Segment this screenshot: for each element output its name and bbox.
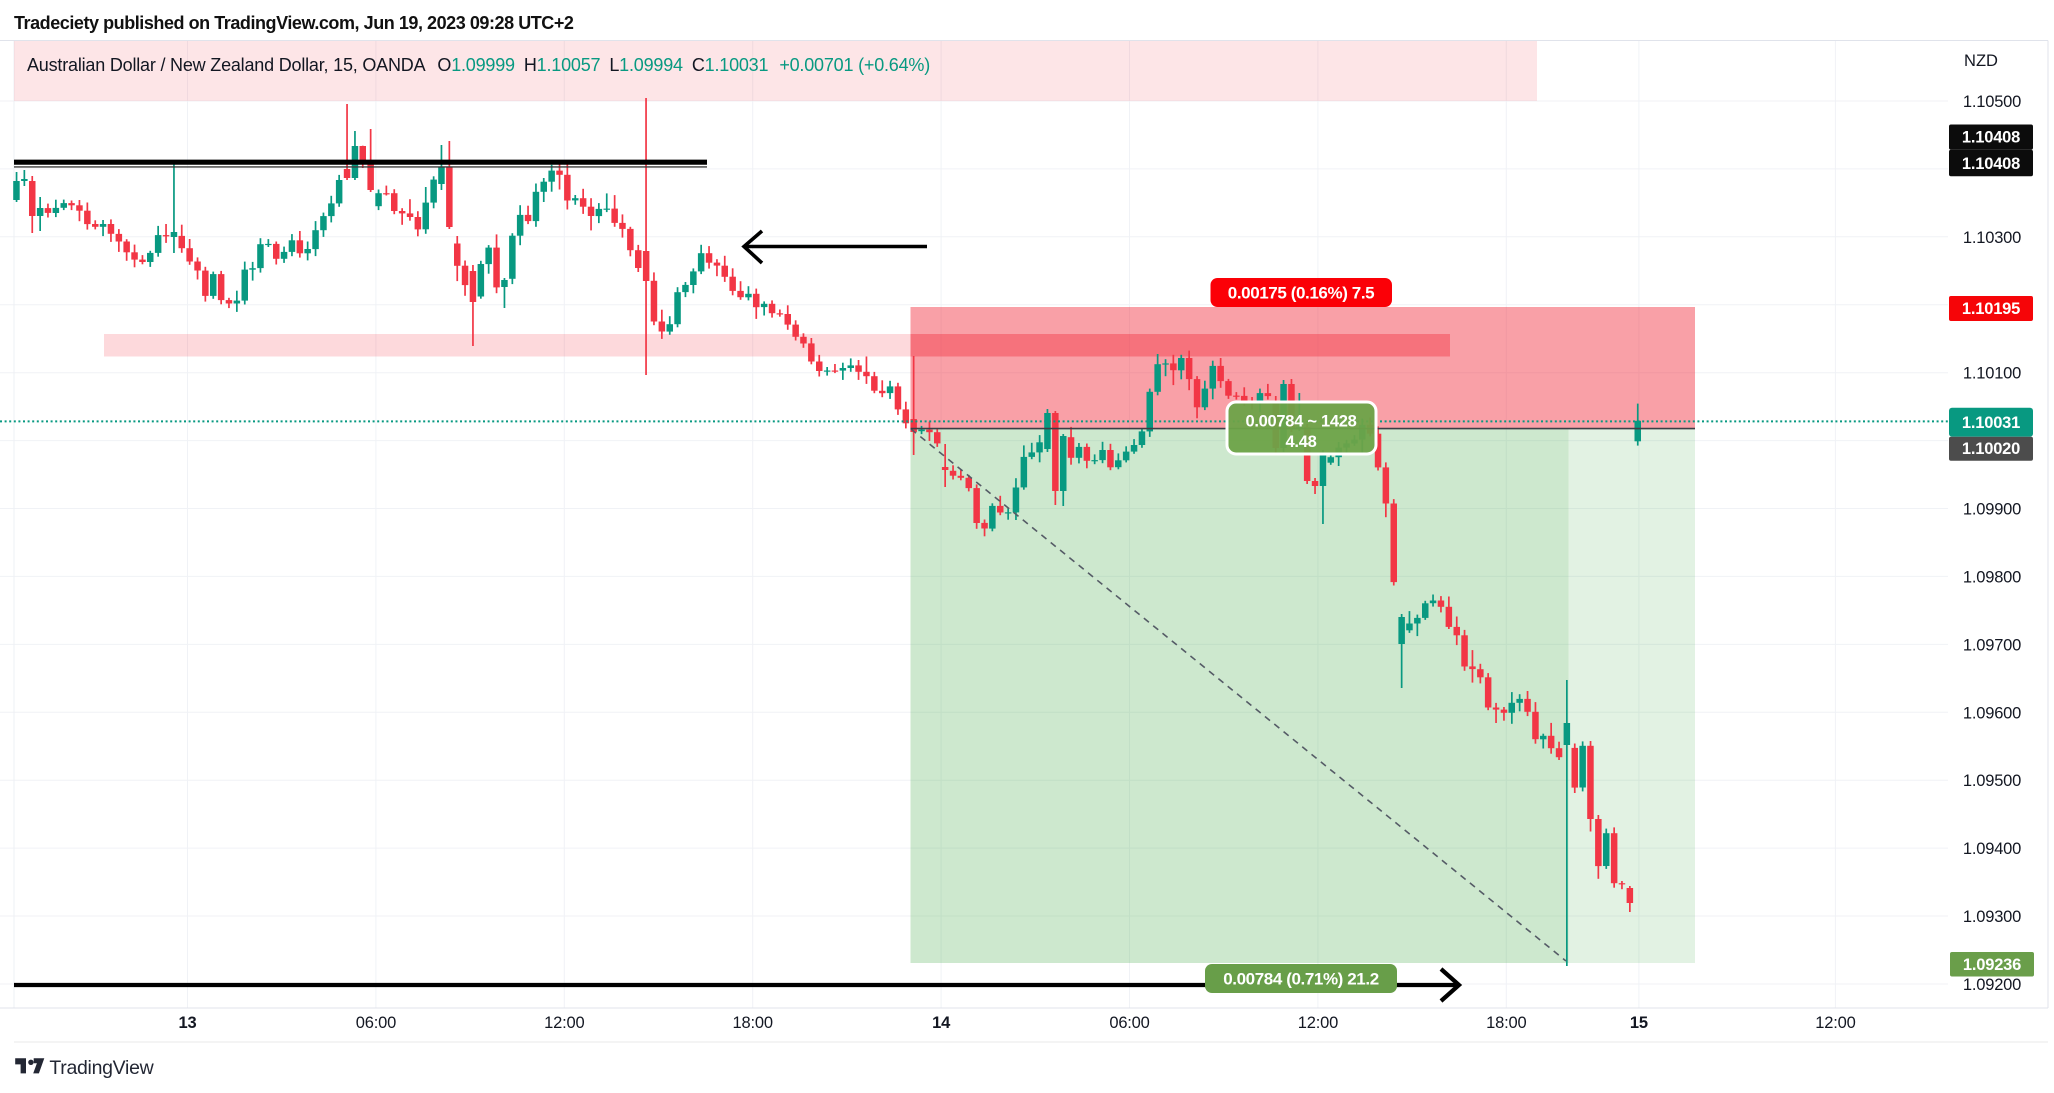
svg-text:1.09500: 1.09500 bbox=[1963, 772, 2021, 790]
svg-text:18:00: 18:00 bbox=[733, 1014, 773, 1032]
svg-text:4.48: 4.48 bbox=[1286, 433, 1317, 451]
svg-text:1.09300: 1.09300 bbox=[1963, 908, 2021, 926]
svg-text:06:00: 06:00 bbox=[356, 1014, 396, 1032]
svg-text:Australian Dollar / New Zealan: Australian Dollar / New Zealand Dollar, … bbox=[27, 55, 930, 75]
svg-text:12:00: 12:00 bbox=[1298, 1014, 1338, 1032]
svg-text:15: 15 bbox=[1630, 1014, 1648, 1032]
svg-text:1.10031: 1.10031 bbox=[1962, 414, 2020, 432]
svg-text:06:00: 06:00 bbox=[1109, 1014, 1149, 1032]
svg-text:1.10100: 1.10100 bbox=[1963, 365, 2021, 383]
svg-text:1.09200: 1.09200 bbox=[1963, 976, 2021, 994]
svg-text:1.10408: 1.10408 bbox=[1962, 129, 2020, 147]
svg-text:12:00: 12:00 bbox=[1815, 1014, 1855, 1032]
svg-text:1.09600: 1.09600 bbox=[1963, 704, 2021, 722]
svg-text:13: 13 bbox=[179, 1014, 197, 1032]
svg-text:Tradeciety published on Tradin: Tradeciety published on TradingView.com,… bbox=[14, 13, 574, 33]
svg-text:12:00: 12:00 bbox=[544, 1014, 584, 1032]
svg-text:1.10500: 1.10500 bbox=[1963, 93, 2021, 111]
svg-text:1.10300: 1.10300 bbox=[1963, 229, 2021, 247]
svg-text:18:00: 18:00 bbox=[1486, 1014, 1526, 1032]
svg-text:0.00175 (0.16%) 7.5: 0.00175 (0.16%) 7.5 bbox=[1228, 284, 1374, 303]
svg-text:1.09236: 1.09236 bbox=[1963, 956, 2021, 974]
svg-text:1.09900: 1.09900 bbox=[1963, 501, 2021, 519]
svg-text:0.00784 ~ 1428: 0.00784 ~ 1428 bbox=[1246, 413, 1357, 431]
svg-text:1.09700: 1.09700 bbox=[1963, 636, 2021, 654]
svg-text:NZD: NZD bbox=[1964, 52, 1998, 70]
svg-text:1.09800: 1.09800 bbox=[1963, 569, 2021, 587]
svg-text:1.09400: 1.09400 bbox=[1963, 840, 2021, 858]
svg-text:1.10195: 1.10195 bbox=[1962, 300, 2020, 318]
svg-text:TradingView: TradingView bbox=[49, 1057, 154, 1079]
svg-text:0.00784 (0.71%) 21.2: 0.00784 (0.71%) 21.2 bbox=[1223, 970, 1379, 989]
svg-text:1.10020: 1.10020 bbox=[1962, 440, 2020, 458]
svg-text:1.10408: 1.10408 bbox=[1962, 155, 2020, 173]
svg-text:14: 14 bbox=[932, 1014, 951, 1032]
